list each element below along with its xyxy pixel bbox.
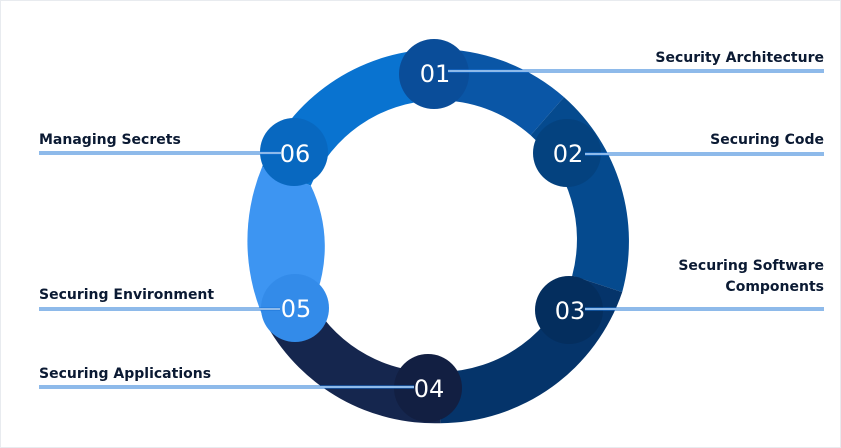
badge-04 bbox=[394, 354, 462, 422]
badge-05 bbox=[261, 274, 329, 342]
badge-02 bbox=[533, 119, 601, 187]
step-label-05: Securing Environment bbox=[39, 287, 215, 303]
badge-01 bbox=[399, 39, 469, 109]
step-label-06: Managing Secrets bbox=[39, 132, 181, 148]
step-number-04: 04 bbox=[413, 375, 445, 403]
step-label-02: Securing Code bbox=[710, 132, 824, 148]
step-number-02: 02 bbox=[552, 140, 584, 168]
badge-06 bbox=[260, 118, 328, 186]
step-number-01: 01 bbox=[419, 60, 451, 88]
step-label-03: Securing Software Components bbox=[678, 258, 824, 295]
step-label-04: Securing Applications bbox=[39, 366, 212, 382]
leader-lines bbox=[39, 69, 824, 389]
step-label-01: Security Architecture bbox=[655, 50, 824, 66]
step-number-06: 06 bbox=[279, 140, 311, 168]
step-number-05: 05 bbox=[280, 295, 312, 323]
badge-03 bbox=[535, 276, 603, 344]
step-number-03: 03 bbox=[554, 297, 586, 325]
